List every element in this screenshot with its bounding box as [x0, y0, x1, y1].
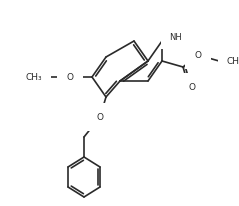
Text: O: O	[97, 113, 103, 122]
Text: CH₃: CH₃	[227, 57, 239, 66]
Text: NH: NH	[169, 32, 182, 41]
Text: O: O	[195, 51, 201, 60]
Text: CH₃: CH₃	[25, 73, 42, 82]
Text: O: O	[66, 73, 74, 82]
Text: O: O	[189, 83, 196, 92]
